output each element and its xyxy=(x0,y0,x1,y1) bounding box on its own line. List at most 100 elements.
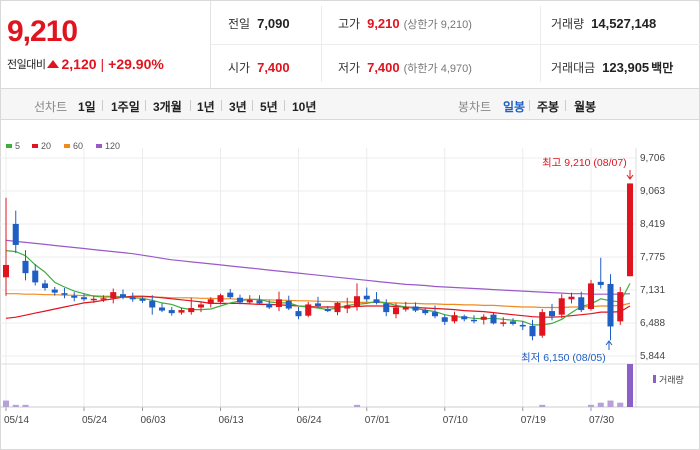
stats-divider-h xyxy=(210,44,700,45)
volume-bar xyxy=(617,402,624,407)
candle-body xyxy=(519,324,526,327)
x-tick-label: 07/19 xyxy=(521,415,546,426)
candle-body xyxy=(129,297,136,300)
candle-body xyxy=(539,312,546,336)
x-tick-label: 06/24 xyxy=(297,415,322,426)
volume-value: 14,527,148 xyxy=(591,16,657,31)
candle-body xyxy=(110,292,117,299)
candle-body xyxy=(334,302,341,313)
candle-body xyxy=(470,319,478,322)
candle-body xyxy=(100,298,107,300)
period-1w[interactable]: 1주일 xyxy=(111,100,140,114)
x-tick-label: 06/03 xyxy=(141,415,166,426)
price-box: 9,210 전일대비 2,120 | +29.90% xyxy=(1,1,211,89)
ma5-line xyxy=(5,250,631,326)
quote-panel: 9,210 전일대비 2,120 | +29.90% xyxy=(0,0,700,89)
candle-body xyxy=(285,300,292,309)
candle-body xyxy=(461,316,468,320)
y-tick-label: 7,775 xyxy=(640,252,665,263)
candle-body xyxy=(392,307,400,315)
volume-bar xyxy=(539,404,546,407)
line-chart-label: 선차트 xyxy=(34,100,68,114)
x-tick-label: 05/14 xyxy=(4,415,29,426)
candle-monthly[interactable]: 월봉 xyxy=(574,100,597,114)
candle-body xyxy=(158,307,166,311)
open-stat: 시가 7,400 xyxy=(228,59,290,76)
open-label: 시가 xyxy=(228,61,251,75)
candle-body xyxy=(617,292,624,322)
volume-bar xyxy=(353,404,361,407)
candle-body xyxy=(480,316,487,320)
candle-body xyxy=(422,310,429,314)
volume-bar xyxy=(626,364,634,407)
candle-body xyxy=(383,303,390,313)
prev-close-value: 7,090 xyxy=(257,16,290,31)
period-3y[interactable]: 3년 xyxy=(229,100,247,114)
volume-bar xyxy=(22,404,29,407)
trade-value: 123,905 xyxy=(602,60,650,75)
high-label: 고가 xyxy=(338,17,361,31)
candle-body xyxy=(236,297,244,303)
candle-body xyxy=(412,306,419,311)
volume-bar xyxy=(587,404,595,407)
legend-swatch-ma60 xyxy=(64,144,70,148)
chart-toolbar: 선차트 1일 1주일 3개월 1년 3년 5년 10년 봉차트 일봉 주봉 월봉 xyxy=(0,88,700,120)
candle-body xyxy=(353,296,361,307)
open-value: 7,400 xyxy=(257,60,290,75)
up-arrow-icon xyxy=(47,60,60,68)
x-tick-label: 07/10 xyxy=(443,415,468,426)
y-tick-label: 5,844 xyxy=(640,351,665,362)
change-separator: | xyxy=(100,56,105,72)
period-1d[interactable]: 1일 xyxy=(78,100,96,114)
candle-body xyxy=(197,304,205,308)
period-1y[interactable]: 1년 xyxy=(197,100,215,114)
y-tick-label: 8,419 xyxy=(640,219,665,230)
candle-chart-label: 봉차트 xyxy=(458,100,492,114)
candle-body xyxy=(578,297,585,311)
candle-body xyxy=(275,299,283,307)
prev-close-stat: 전일 7,090 xyxy=(228,15,290,32)
candle-body xyxy=(324,309,331,312)
candle-daily[interactable]: 일봉 xyxy=(503,100,526,114)
candle-body xyxy=(548,311,556,317)
volume-bar xyxy=(597,402,604,407)
low-arrow-icon xyxy=(605,340,613,350)
volume-bar xyxy=(607,400,614,407)
y-tick-label: 9,063 xyxy=(640,186,665,197)
candle-body xyxy=(266,303,273,308)
volume-bar xyxy=(2,400,10,407)
candle-body xyxy=(431,312,439,317)
high-value: 9,210 xyxy=(367,16,400,31)
candle-body xyxy=(314,303,322,306)
ma120-line xyxy=(5,239,631,295)
high-stat: 고가 9,210 (상한가 9,210) xyxy=(338,15,472,32)
legend-swatch-ma20 xyxy=(32,144,38,148)
candle-body xyxy=(558,298,565,315)
high-annotation: 최고 9,210 (08/07) xyxy=(542,157,627,169)
candle-body xyxy=(509,321,517,324)
candle-body xyxy=(61,293,68,295)
upper-limit: (상한가 9,210) xyxy=(403,19,472,31)
volume-legend-label: 거래량 xyxy=(659,374,684,385)
candle-body xyxy=(32,270,39,283)
current-price: 9,210 xyxy=(7,15,78,48)
candle-body xyxy=(373,299,380,303)
candle-body xyxy=(139,298,146,301)
period-10y[interactable]: 10년 xyxy=(292,100,317,114)
high-arrow-icon xyxy=(626,170,634,180)
candle-weekly[interactable]: 주봉 xyxy=(537,100,560,114)
candle-body xyxy=(217,295,224,302)
price-change: 전일대비 2,120 | +29.90% xyxy=(7,56,164,72)
period-5y[interactable]: 5년 xyxy=(260,100,278,114)
candle-body xyxy=(568,296,575,300)
candlestick-chart[interactable]: 9,706 9,063 8,419 7,775 7,131 6,488 5,844 05/14… xyxy=(0,120,700,450)
trade-value-unit: 백만 xyxy=(651,61,674,75)
y-tick-label: 6,488 xyxy=(640,318,665,329)
candle-body xyxy=(71,295,78,298)
candle-body xyxy=(441,317,448,322)
candle-body xyxy=(500,322,507,324)
y-tick-label: 7,131 xyxy=(640,285,665,296)
change-value: 2,120 xyxy=(61,56,97,72)
period-3m[interactable]: 3개월 xyxy=(153,100,182,114)
legend-label-ma20: 20 xyxy=(41,141,51,151)
